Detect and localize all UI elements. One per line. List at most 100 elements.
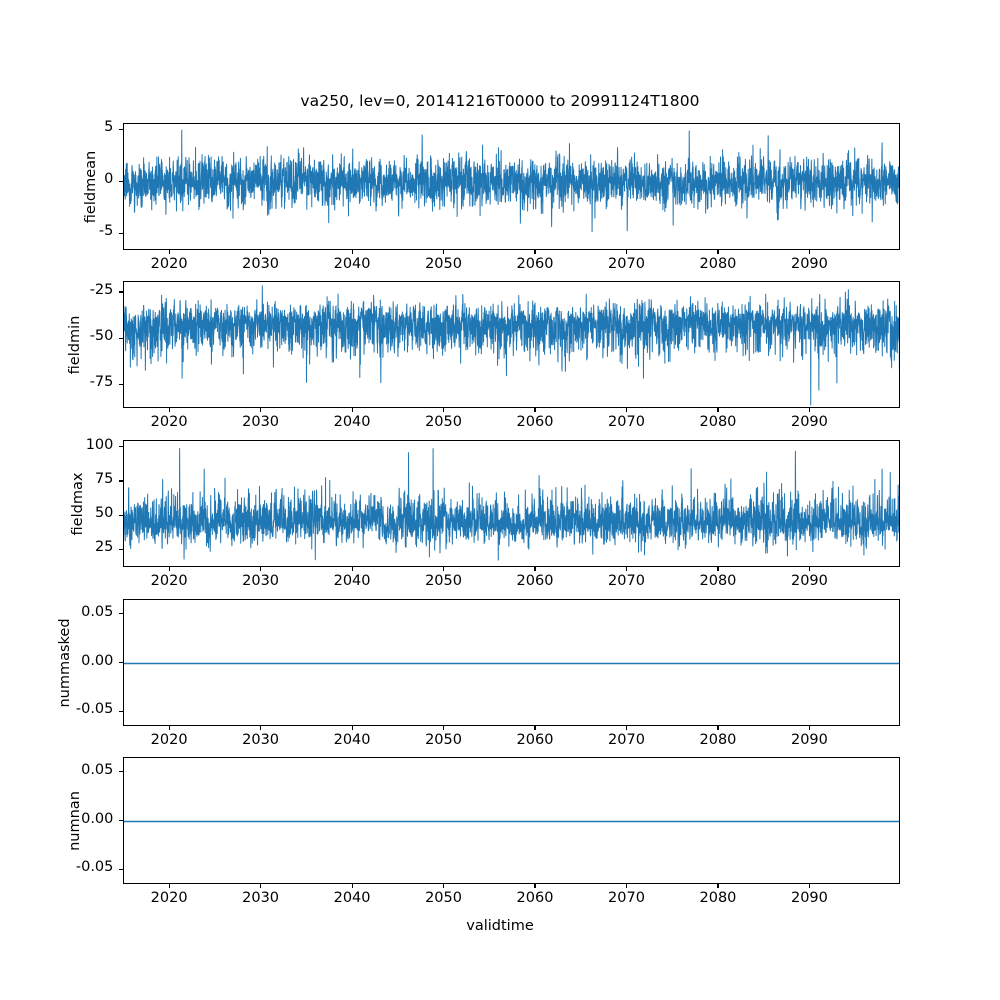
series-fieldmax bbox=[124, 448, 899, 561]
xtick-mark bbox=[442, 250, 445, 254]
xtick-mark bbox=[808, 250, 810, 254]
series-numnan bbox=[124, 820, 899, 823]
xtick-label-4-3: 2050 bbox=[425, 890, 462, 906]
xtick-mark bbox=[534, 726, 536, 730]
xtick-mark bbox=[260, 884, 262, 888]
xtick-label-1-5: 2070 bbox=[608, 414, 645, 430]
xtick-label-1-4: 2060 bbox=[516, 414, 554, 430]
xtick-label-4-2: 2040 bbox=[333, 890, 371, 906]
xtick-label-4-4: 2060 bbox=[516, 890, 554, 906]
xtick-label-2-0: 2020 bbox=[150, 573, 188, 589]
ytick-mark bbox=[119, 291, 123, 293]
ytick-mark bbox=[119, 180, 123, 182]
xtick-mark bbox=[808, 567, 810, 571]
xtick-label-3-3: 2050 bbox=[425, 732, 462, 748]
xtick-label-4-1: 2030 bbox=[242, 890, 280, 906]
series-fieldmean bbox=[124, 129, 899, 233]
xtick-mark bbox=[534, 408, 536, 412]
xtick-mark bbox=[717, 884, 719, 888]
xtick-mark bbox=[168, 726, 170, 730]
xtick-mark bbox=[625, 884, 628, 888]
xtick-mark bbox=[168, 567, 170, 571]
axes-fieldmax bbox=[123, 440, 900, 567]
series-fieldmin bbox=[124, 285, 899, 406]
xtick-label-0-3: 2050 bbox=[425, 256, 462, 272]
ytick-label-numnan-2: -0.05 bbox=[75, 859, 114, 876]
ytick-label-nummasked-0: 0.05 bbox=[81, 603, 114, 620]
xtick-label-4-0: 2020 bbox=[150, 890, 188, 906]
ytick-mark bbox=[119, 480, 123, 482]
ytick-mark bbox=[119, 337, 123, 339]
xtick-label-3-1: 2030 bbox=[242, 732, 280, 748]
xtick-mark bbox=[351, 726, 353, 730]
ytick-label-fieldmax-0: 100 bbox=[85, 436, 114, 453]
ytick-label-fieldmin-2: -75 bbox=[89, 374, 114, 391]
xtick-mark bbox=[808, 408, 810, 412]
ytick-mark bbox=[119, 383, 123, 385]
ytick-label-fieldmean-2: -5 bbox=[98, 223, 114, 240]
xtick-mark bbox=[168, 250, 170, 254]
xtick-mark bbox=[534, 884, 536, 888]
series-nummasked bbox=[124, 662, 899, 665]
xtick-mark bbox=[260, 567, 262, 571]
ytick-mark bbox=[119, 514, 123, 516]
xtick-label-1-2: 2040 bbox=[333, 414, 371, 430]
axes-fieldmean bbox=[123, 123, 900, 250]
xtick-label-1-7: 2090 bbox=[790, 414, 828, 430]
xtick-mark bbox=[808, 726, 810, 730]
ytick-mark bbox=[119, 819, 123, 822]
xtick-mark bbox=[625, 408, 628, 412]
xtick-mark bbox=[260, 726, 262, 730]
ytick-mark bbox=[119, 446, 123, 448]
xlabel: validtime bbox=[466, 918, 534, 934]
xtick-label-1-6: 2080 bbox=[699, 414, 737, 430]
ytick-mark bbox=[119, 868, 123, 870]
xtick-label-2-3: 2050 bbox=[425, 573, 462, 589]
xtick-mark bbox=[717, 567, 719, 571]
xtick-label-2-2: 2040 bbox=[333, 573, 371, 589]
xtick-mark bbox=[534, 250, 536, 254]
xtick-label-0-0: 2020 bbox=[150, 256, 188, 272]
xtick-mark bbox=[351, 408, 353, 412]
xtick-label-1-1: 2030 bbox=[242, 414, 280, 430]
ytick-mark bbox=[119, 661, 123, 664]
xtick-mark bbox=[625, 250, 628, 254]
xtick-mark bbox=[442, 726, 445, 730]
xtick-label-3-2: 2040 bbox=[333, 732, 371, 748]
ytick-label-fieldmin-0: -25 bbox=[89, 282, 114, 299]
axes-numnan bbox=[123, 757, 900, 884]
xtick-label-4-6: 2080 bbox=[699, 890, 737, 906]
xtick-mark bbox=[625, 567, 628, 571]
xtick-label-2-7: 2090 bbox=[790, 573, 828, 589]
ytick-label-numnan-1: 0.00 bbox=[81, 810, 114, 827]
xtick-label-3-5: 2070 bbox=[608, 732, 645, 748]
xtick-mark bbox=[260, 408, 262, 412]
page-title: va250, lev=0, 20141216T0000 to 20991124T… bbox=[300, 92, 700, 110]
xtick-mark bbox=[351, 250, 353, 254]
xtick-label-3-6: 2080 bbox=[699, 732, 737, 748]
ytick-label-fieldmax-2: 50 bbox=[94, 505, 114, 522]
ytick-mark bbox=[119, 128, 123, 130]
xtick-label-1-0: 2020 bbox=[150, 414, 188, 430]
xtick-label-0-4: 2060 bbox=[516, 256, 554, 272]
xtick-mark bbox=[625, 726, 628, 730]
xtick-label-0-2: 2040 bbox=[333, 256, 371, 272]
xtick-mark bbox=[442, 567, 445, 571]
axes-fieldmin bbox=[123, 281, 900, 408]
ytick-mark bbox=[119, 613, 123, 615]
xtick-mark bbox=[717, 726, 719, 730]
ytick-mark bbox=[119, 771, 123, 773]
xtick-mark bbox=[442, 408, 445, 412]
xtick-label-2-1: 2030 bbox=[242, 573, 280, 589]
xtick-label-0-5: 2070 bbox=[608, 256, 645, 272]
xtick-label-3-4: 2060 bbox=[516, 732, 554, 748]
ytick-label-fieldmin-1: -50 bbox=[89, 328, 114, 345]
xtick-label-1-3: 2050 bbox=[425, 414, 462, 430]
xtick-mark bbox=[168, 884, 170, 888]
xtick-label-0-1: 2030 bbox=[242, 256, 280, 272]
xtick-label-3-7: 2090 bbox=[790, 732, 828, 748]
xtick-label-2-5: 2070 bbox=[608, 573, 645, 589]
xtick-label-3-0: 2020 bbox=[150, 732, 188, 748]
xtick-mark bbox=[717, 250, 719, 254]
